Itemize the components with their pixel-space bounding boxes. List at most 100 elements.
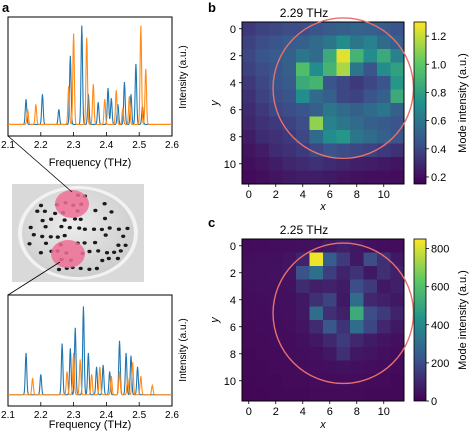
heat-b-cell [363, 62, 378, 77]
heat-b-cell [255, 170, 270, 185]
heat-b-cell [377, 116, 391, 131]
heat-c-cell [296, 374, 310, 388]
heat-c-cell [323, 306, 337, 321]
heat-c-cell [269, 252, 283, 267]
heat-b-cell [323, 49, 337, 63]
heat-c-cell [336, 360, 351, 375]
heat-c-cell [390, 387, 405, 402]
heat-b-cell [390, 157, 405, 171]
heat-c-cell [269, 374, 283, 388]
disk-hole [125, 226, 130, 231]
heat-c-cell [377, 374, 391, 388]
heat-b-cell [350, 157, 364, 171]
heat-c-ytick-label: 4 [230, 295, 236, 307]
colorbar-c-label: Mode intensity (a.u.) [457, 270, 469, 370]
heatmap-c-frame [241, 238, 405, 402]
disk-hole [116, 243, 121, 247]
disk-hole [59, 224, 64, 229]
disk-hole [106, 256, 111, 261]
disk-hole [112, 250, 117, 254]
heat-b-cell [350, 22, 364, 36]
heat-c-cell [242, 252, 256, 267]
heat-c-cell [296, 347, 310, 361]
disk-hole [102, 216, 108, 221]
heat-c-cell [323, 279, 337, 294]
heat-b-cell [269, 76, 283, 90]
heat-c-cell [282, 293, 297, 307]
heat-b-cell [350, 143, 364, 158]
heat-b-cell [390, 49, 405, 63]
spec-top-xtick-label: 2.1 [1, 140, 15, 151]
heat-c-xtick-label: 10 [378, 406, 390, 418]
spec-top-series-orange [8, 25, 172, 126]
heat-b-cell [390, 89, 405, 104]
disk-hole [53, 211, 58, 216]
heat-c-cell [269, 293, 283, 307]
connector-bottom [7, 261, 61, 296]
heat-b-cell [242, 62, 256, 77]
heat-b-xtick-label: 2 [273, 189, 279, 201]
heat-b-cell [350, 35, 364, 50]
spectrum-bottom-xlabel: Frequency (THz) [49, 419, 132, 431]
heat-c-cell [309, 347, 324, 361]
heat-c-cell [390, 374, 405, 388]
heat-c-cell [377, 360, 391, 375]
heat-b-cell [323, 22, 337, 36]
heat-b-cell [363, 170, 378, 185]
heat-b-cell [282, 49, 297, 63]
heat-c-cell [255, 333, 270, 348]
heat-b-cell [255, 130, 270, 144]
heat-b-cell [269, 170, 283, 185]
heat-c-cell [269, 320, 283, 334]
heat-c-cell [296, 320, 310, 334]
heat-b-cell [336, 170, 351, 185]
disk-hole [48, 235, 53, 239]
disk-hole [93, 208, 98, 213]
heat-c-cbar-tick-label: 600 [431, 282, 449, 294]
disk-hole [107, 226, 112, 230]
heat-b-cell [242, 103, 256, 117]
heat-c-cell [336, 239, 351, 253]
heat-c-cell [336, 252, 351, 267]
heat-b-cell [377, 130, 391, 144]
heat-c-cell [296, 239, 310, 253]
heat-b-cell [350, 103, 364, 117]
disk-hole [56, 267, 62, 272]
heat-b-cell [323, 116, 337, 131]
heat-b-ytick-label: 0 [230, 24, 236, 36]
heat-b-cell [255, 35, 270, 50]
disk-hole [40, 234, 45, 239]
heat-c-cell [377, 239, 391, 253]
heat-c-cbar-tick-label: 800 [431, 244, 449, 256]
heat-c-cell [269, 387, 283, 402]
heat-c-cell [255, 279, 270, 294]
heat-c-cell [363, 387, 378, 402]
heat-b-cell [390, 103, 405, 117]
disk-hole [67, 225, 72, 230]
heat-b-cell [296, 62, 310, 77]
heat-c-cell [377, 333, 391, 348]
spec-top-xtick-label: 2.3 [67, 140, 81, 151]
heat-c-cell [390, 333, 405, 348]
disk-hole [55, 235, 60, 239]
heat-c-cell [377, 347, 391, 361]
heat-c-cell [242, 239, 256, 253]
heat-c-cell [282, 279, 297, 294]
heat-c-cell [350, 266, 364, 280]
heat-b-cell [390, 76, 405, 90]
heat-c-cell [336, 306, 351, 321]
disk-hole [43, 241, 49, 245]
panel-letter-a: a [2, 0, 10, 15]
spec-bot-xtick-label: 2.6 [165, 410, 179, 421]
heat-b-cell [309, 49, 324, 63]
spectrum-top-ylabel: Intensity (a.u.) [178, 45, 189, 108]
heat-b-cell [242, 35, 256, 50]
heat-c-cell [269, 360, 283, 375]
heat-c-cell [363, 333, 378, 348]
heat-c-cell [255, 387, 270, 402]
spectrum-top-xlabel: Frequency (THz) [49, 157, 132, 169]
heat-c-ytick-label: 10 [224, 376, 236, 388]
heat-b-cell [282, 89, 297, 104]
heat-b-cell [390, 143, 405, 158]
heat-c-cell [350, 239, 364, 253]
